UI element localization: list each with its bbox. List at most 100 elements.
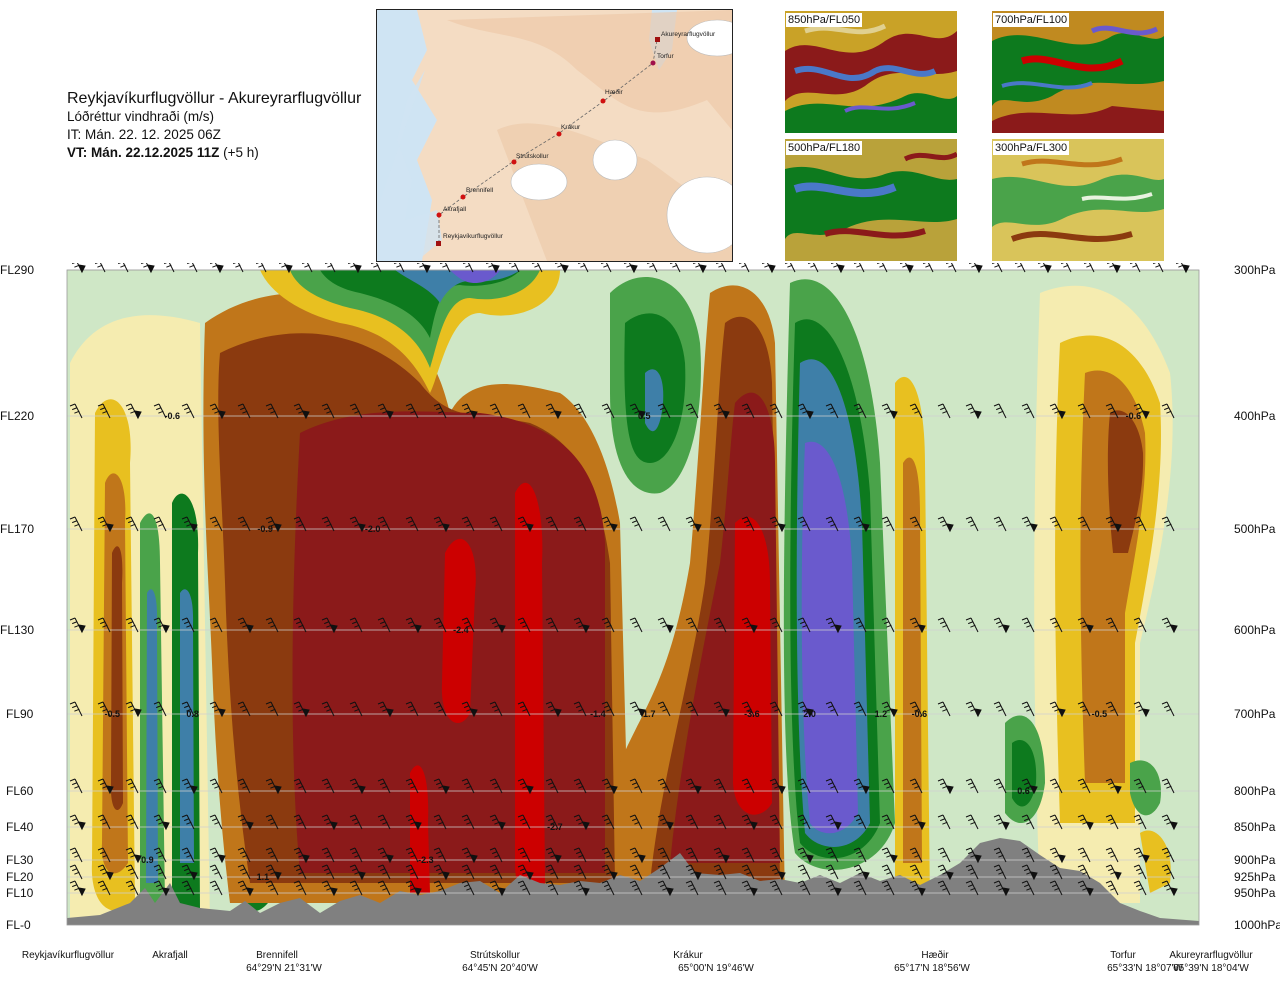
wind-barb xyxy=(825,403,839,419)
wind-barb xyxy=(993,778,1007,794)
site-name-label: Akrafjall xyxy=(152,950,188,961)
wind-barb xyxy=(489,403,503,419)
wind-barb xyxy=(97,864,114,881)
wind-barb xyxy=(293,778,307,794)
wind-barb xyxy=(1107,263,1121,274)
wind-barb xyxy=(825,814,842,831)
wind-barb xyxy=(1021,403,1035,419)
wind-barb xyxy=(321,701,335,717)
wind-barb xyxy=(853,814,867,830)
wind-barb xyxy=(237,814,254,831)
wind-barb xyxy=(371,263,382,273)
wind-barb xyxy=(237,516,251,532)
wind-barb xyxy=(405,880,422,897)
wind-barb xyxy=(993,847,1007,863)
wind-barb xyxy=(433,403,447,419)
wind-barb xyxy=(1021,880,1035,896)
thumbnail-850hpa[interactable]: 850hPa/FL050 xyxy=(785,11,957,133)
wind-barb xyxy=(97,403,111,419)
wind-barb xyxy=(265,778,282,795)
wind-barb xyxy=(713,516,727,532)
wind-barb xyxy=(1161,880,1178,897)
wind-barb xyxy=(489,880,506,897)
wind-barb xyxy=(237,701,251,717)
wind-barb xyxy=(685,617,699,633)
wind-barb xyxy=(1077,617,1094,634)
wind-barb xyxy=(877,263,888,273)
wind-barb xyxy=(69,403,83,419)
wind-barb xyxy=(670,263,681,273)
wind-barb xyxy=(555,263,569,274)
wind-barb xyxy=(657,701,671,717)
wind-barb xyxy=(629,814,643,830)
wind-barb xyxy=(853,864,870,881)
thumbnail-700hpa[interactable]: 700hPa/FL100 xyxy=(992,11,1164,133)
wind-barb xyxy=(265,701,279,717)
wind-barb xyxy=(1049,516,1063,532)
wind-barb xyxy=(377,403,394,420)
thumbnail-300hpa[interactable]: 300hPa/FL300 xyxy=(992,139,1164,261)
wind-barb xyxy=(293,814,307,830)
wind-barb xyxy=(532,263,543,273)
wind-barb xyxy=(909,880,926,897)
wind-barb xyxy=(909,847,923,863)
wind-barb xyxy=(1133,778,1147,794)
flight-level-label: FL10 xyxy=(6,886,34,900)
wind-barb xyxy=(187,263,198,273)
wind-barb xyxy=(377,847,394,864)
pressure-level-label: 1000hPa xyxy=(1234,918,1280,932)
wind-barb xyxy=(881,617,895,633)
wind-barb xyxy=(293,864,307,880)
wind-barb xyxy=(693,263,707,274)
wind-barb xyxy=(265,864,282,881)
wind-barb xyxy=(1061,263,1072,273)
issue-time: IT: Mán. 22. 12. 2025 06Z xyxy=(67,127,221,142)
wind-barb xyxy=(461,880,475,896)
wind-barb xyxy=(937,814,951,830)
wind-barb xyxy=(265,880,279,896)
wind-barb xyxy=(153,814,170,831)
wind-barb xyxy=(461,864,475,880)
wind-barb xyxy=(992,263,1003,273)
wind-barb xyxy=(153,403,167,419)
wind-barb xyxy=(937,880,951,896)
wind-barb xyxy=(1153,263,1164,273)
wind-barb xyxy=(153,864,167,880)
wind-barb xyxy=(321,516,335,532)
wind-barb xyxy=(321,864,335,880)
wind-barb xyxy=(302,263,313,273)
wind-barb xyxy=(657,778,671,794)
map-label-akrafjall: Akrafjall xyxy=(443,206,467,213)
wind-barb xyxy=(1133,701,1150,718)
wind-barb xyxy=(125,778,139,794)
wind-barb xyxy=(237,847,251,863)
thumbnail-500hpa[interactable]: 500hPa/FL180 xyxy=(785,139,957,261)
wind-barb xyxy=(545,864,559,880)
wind-barb xyxy=(1021,814,1035,830)
value-label: -0.5 xyxy=(105,709,121,719)
wind-barb xyxy=(825,701,839,717)
value-label: -0.6 xyxy=(1126,411,1142,421)
wind-barb xyxy=(1133,617,1147,633)
wind-barb xyxy=(881,814,895,830)
wind-barb xyxy=(629,617,643,633)
value-label: -0.5 xyxy=(1092,709,1108,719)
wind-barb xyxy=(69,516,83,532)
wind-barb xyxy=(601,847,615,863)
wind-barb xyxy=(578,263,589,273)
wind-barb xyxy=(797,701,814,718)
wind-barb xyxy=(993,617,1010,634)
wind-barb xyxy=(349,778,366,795)
wind-barb xyxy=(440,263,451,273)
wind-barb xyxy=(433,516,450,533)
wind-barb xyxy=(993,864,1007,880)
wind-barb xyxy=(685,403,699,419)
wind-barb xyxy=(965,617,979,633)
wind-barb xyxy=(1049,701,1066,718)
wind-barb xyxy=(209,880,223,896)
wind-barb xyxy=(741,617,758,634)
wind-barb xyxy=(489,814,506,831)
wind-barb xyxy=(265,814,279,830)
value-label: -1.7 xyxy=(640,709,656,719)
wind-barb xyxy=(965,701,982,718)
